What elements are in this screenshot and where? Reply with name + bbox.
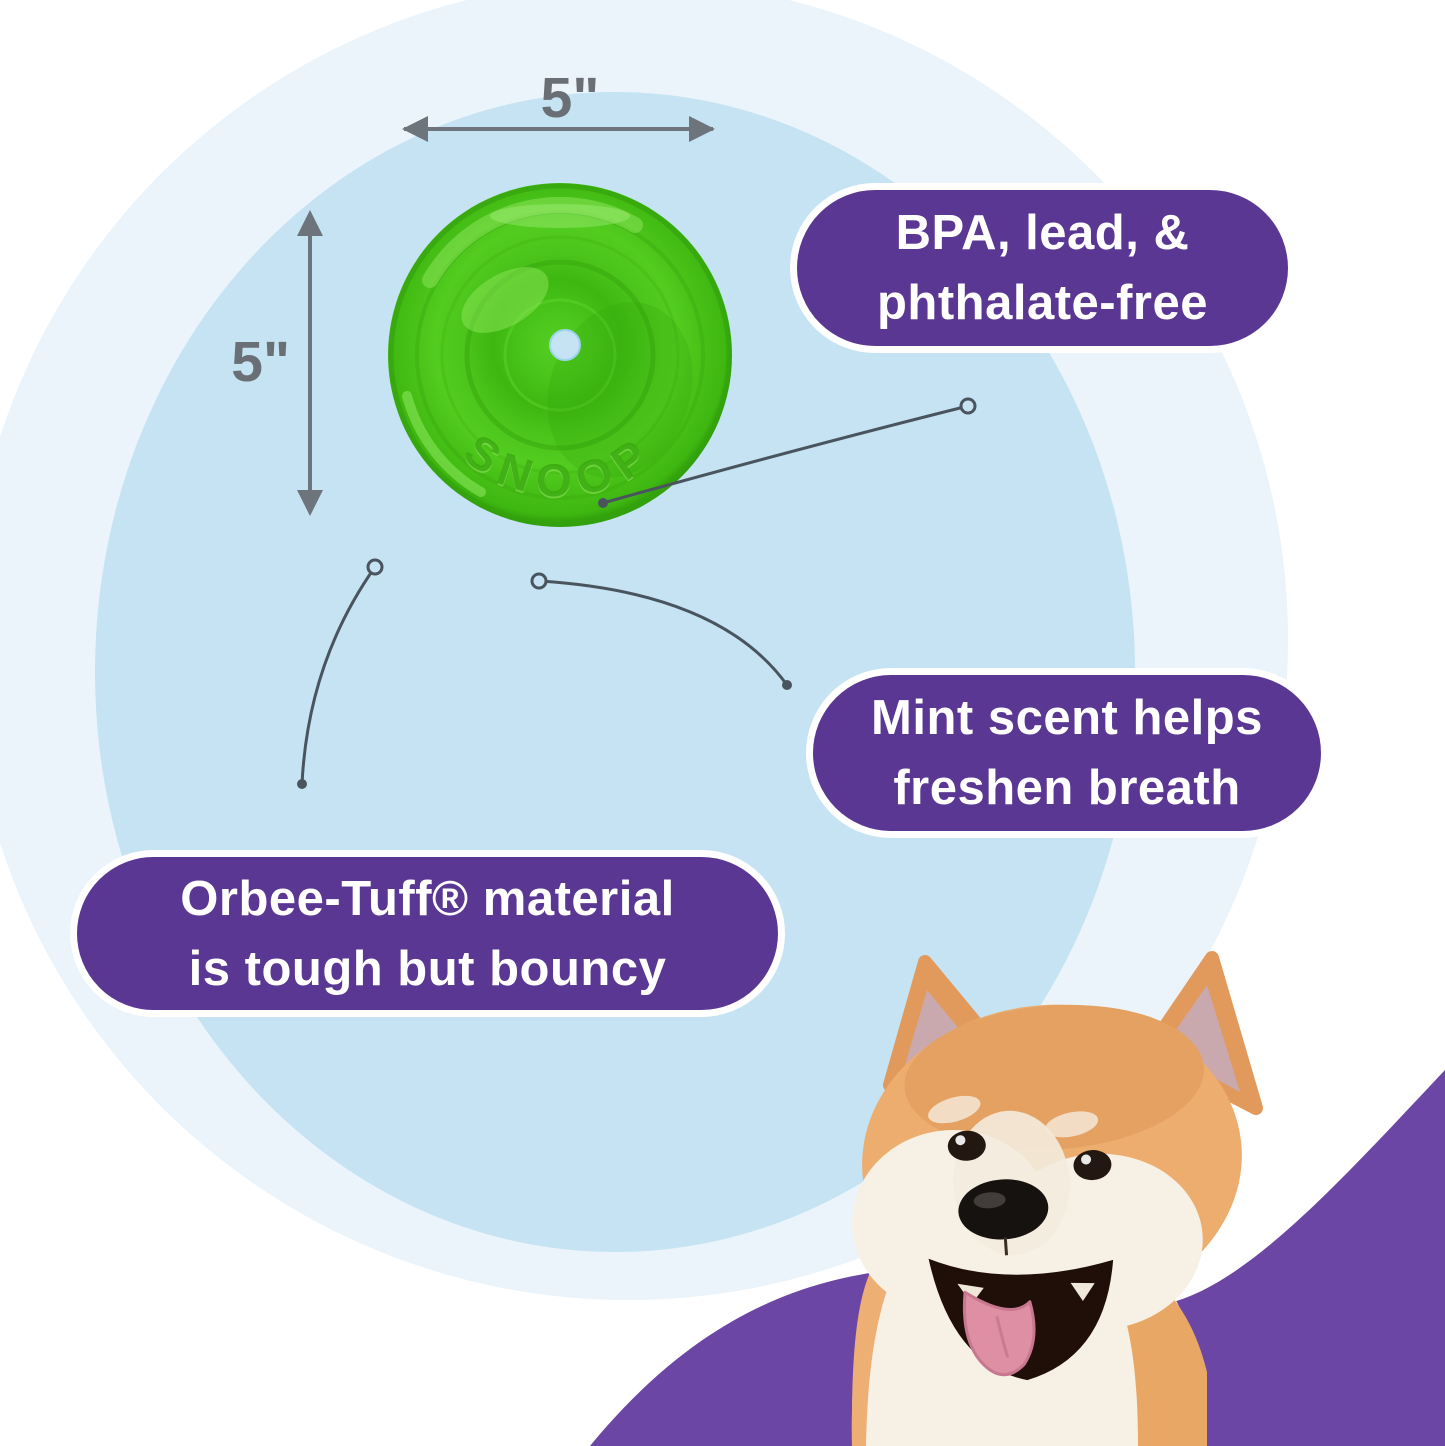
dog-forehead [904, 1004, 1204, 1151]
dog-tooth-left [957, 1283, 984, 1304]
callout-bpa-line1: BPA, lead, & [895, 206, 1190, 260]
leader-line-material [300, 566, 377, 785]
leader-line-bpa [602, 404, 969, 505]
leader-ring-mint [530, 572, 548, 590]
dog-left-brow [928, 1095, 981, 1124]
leader-ring-bpa [959, 397, 977, 415]
leader-dot-mint [782, 680, 792, 690]
toy-bottom-left-highlight [402, 391, 486, 497]
dog-left-eye-glint [955, 1135, 966, 1146]
callout-mint-line2: freshen breath [893, 761, 1241, 815]
height-dimension-arrow [297, 210, 323, 516]
height-dimension-label: 5" [231, 330, 290, 394]
callout-material-line1: Orbee-Tuff® material [180, 871, 675, 926]
toy-rim-edge [388, 183, 732, 527]
callout-bubble-orbee-tuff-material: Orbee-Tuff® material is tough but bouncy [70, 850, 785, 1017]
callout-mint-line1: Mint scent helps [871, 691, 1263, 745]
callout-bubble-bpa-free: BPA, lead, & phthalate-free [790, 183, 1295, 353]
toy-center-hole [549, 329, 581, 361]
callout-material-line2: is tough but bouncy [188, 941, 667, 996]
dog-right-brow [1045, 1111, 1099, 1138]
toy-bowl-ring [503, 298, 617, 412]
leader-dot-material [297, 779, 307, 789]
width-dimension-arrow [402, 116, 715, 142]
width-dimension-label: 5" [540, 66, 600, 130]
toy-groove-mid [440, 235, 680, 475]
toy-bowl-shadow [547, 302, 693, 478]
leader-lines [297, 397, 977, 789]
toy-top-highlight [422, 196, 643, 288]
dog-left-shoulder [851, 1238, 912, 1446]
dog-right-ear-inner [1162, 985, 1240, 1092]
dog-nose-highlight [973, 1192, 1006, 1209]
dog-tooth-right [1070, 1282, 1095, 1302]
purple-wave-shape [590, 1070, 1445, 1446]
leader-line-mint [538, 579, 789, 686]
dog-tongue-crease [995, 1315, 1010, 1358]
toy-groove-inner [464, 259, 656, 451]
toy-trademark-mark: ® [600, 335, 615, 357]
toy-specular-streak [490, 204, 630, 228]
dog-right-eye-glint [1081, 1154, 1092, 1165]
dog-photo [851, 951, 1263, 1446]
toy-bowl-highlight [461, 267, 549, 333]
dog-philtrum [1003, 1237, 1009, 1256]
dog-chin [936, 1351, 1121, 1446]
callout-bubble-mint-scent: Mint scent helps freshen breath [806, 668, 1328, 838]
callout-bpa-line2: phthalate-free [876, 276, 1208, 330]
leader-ring-material [366, 558, 384, 576]
dog-tongue [962, 1290, 1036, 1377]
product-photo-toy-disc: SNOOP SNOOP ® [388, 183, 732, 527]
leader-dot-bpa [598, 498, 608, 508]
